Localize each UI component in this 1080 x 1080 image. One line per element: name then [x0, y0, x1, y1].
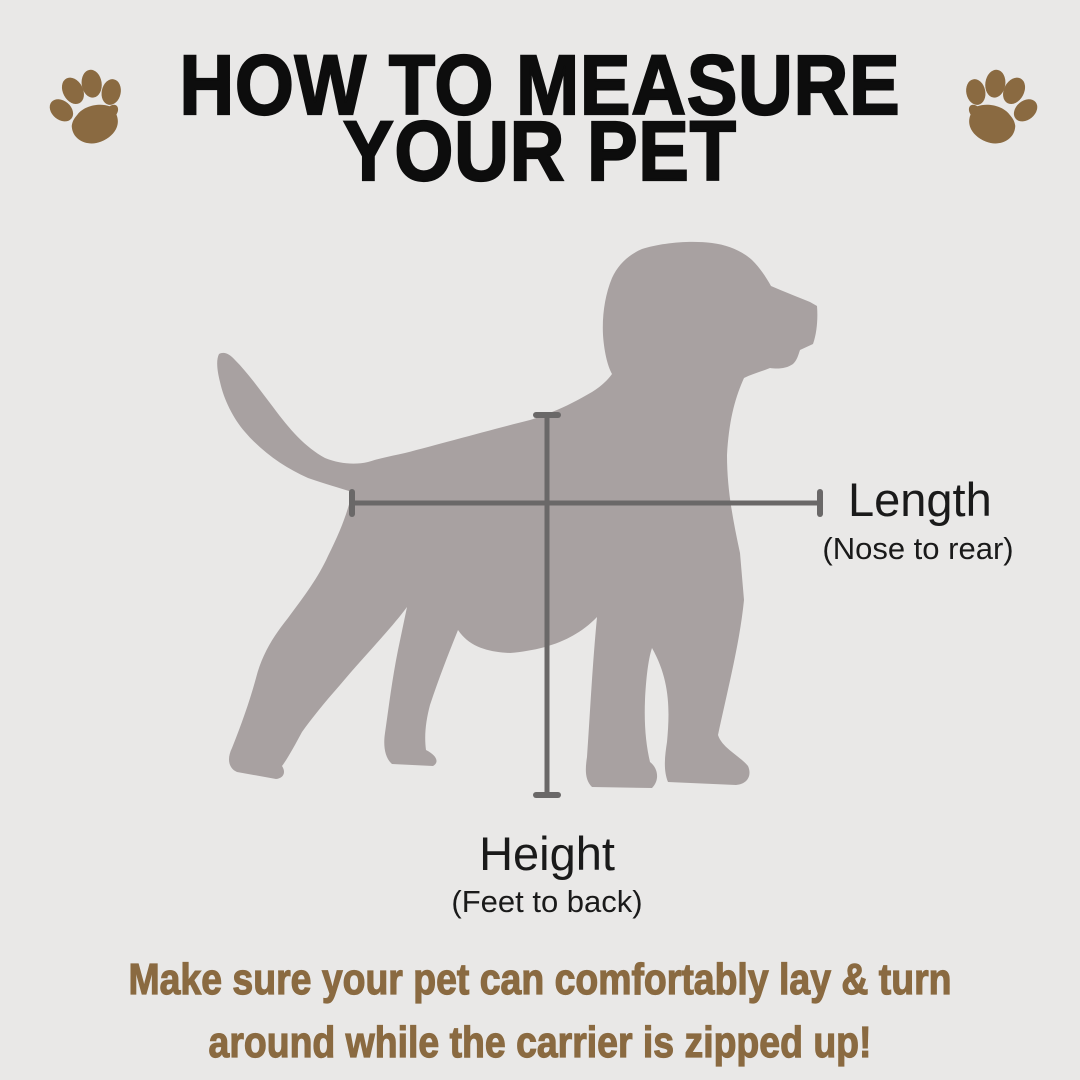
footer-note-line-2: around while the carrier is zipped up!: [208, 1017, 872, 1067]
height-measure-line: [533, 412, 561, 798]
page-title: HOW TO MEASURE YOUR PET: [0, 38, 1080, 198]
length-measure-line: [349, 489, 823, 517]
height-sublabel: (Feet to back): [451, 884, 643, 919]
page-title-line-1: HOW TO MEASURE: [178, 38, 901, 132]
dog-silhouette-icon: [217, 241, 818, 788]
page-title-line-2: YOUR PET: [342, 104, 737, 198]
length-label: Length: [848, 473, 992, 526]
height-label: Height: [479, 827, 615, 880]
length-sublabel: (Nose to rear): [822, 531, 1014, 566]
footer-note-line-1: Make sure your pet can comfortably lay &…: [128, 954, 952, 1004]
footer-note: Make sure your pet can comfortably lay &…: [0, 948, 1080, 1074]
